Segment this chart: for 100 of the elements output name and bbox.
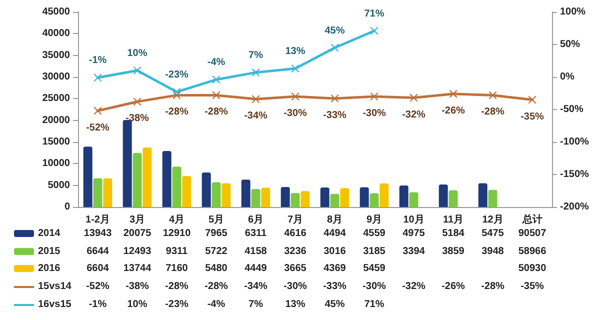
- x-tick-label: 9月: [366, 214, 382, 226]
- bar: [261, 188, 270, 207]
- legend-label: 2016: [38, 263, 60, 274]
- bar: [300, 191, 310, 207]
- bar: [380, 183, 389, 207]
- point: [410, 94, 418, 102]
- x-tick-label: 12月: [482, 214, 504, 226]
- data-label: 20075: [123, 228, 152, 239]
- y-tick-label: 10000: [42, 158, 70, 170]
- data-label: 13%: [285, 299, 306, 310]
- point: [291, 92, 300, 100]
- data-label: 3665: [284, 263, 306, 274]
- bar: [202, 172, 211, 207]
- bar: [360, 187, 369, 207]
- bar: [438, 184, 448, 207]
- data-label: 4559: [363, 228, 386, 239]
- y2-tick-label: 50%: [560, 39, 580, 50]
- y2-tick-label: -200%: [560, 202, 590, 212]
- x-tick-label: 11月: [442, 214, 464, 226]
- point: [212, 76, 220, 84]
- text: -35%: [520, 111, 544, 122]
- bar: [222, 183, 231, 207]
- bar: [122, 120, 132, 207]
- data-label: 5480: [205, 263, 228, 274]
- text: -30%: [284, 108, 307, 119]
- text: -4%: [207, 57, 226, 68]
- y-tick-label: 30000: [42, 72, 70, 82]
- data-label: -30%: [284, 281, 307, 292]
- data-label: 4975: [402, 228, 425, 239]
- data-label: 71%: [364, 299, 384, 310]
- data-label: 45%: [324, 299, 345, 310]
- bar: [132, 152, 142, 207]
- text: 7%: [248, 50, 263, 61]
- text: 71%: [364, 8, 384, 20]
- data-label: -38%: [126, 281, 149, 292]
- y2-tick-label: -50%: [560, 104, 584, 115]
- point: [370, 92, 378, 100]
- bar: [399, 185, 408, 207]
- data-label: -4%: [207, 299, 226, 310]
- data-label: -34%: [244, 281, 268, 292]
- text: 13%: [285, 46, 306, 58]
- bar: [93, 178, 102, 207]
- point: [212, 91, 220, 100]
- bar: [142, 147, 152, 207]
- data-label: 3948: [482, 246, 504, 257]
- point: [94, 106, 102, 115]
- x-tick-label: 1-2月: [86, 214, 110, 226]
- data-label: 5475: [482, 228, 504, 239]
- data-label: 3016: [324, 246, 346, 257]
- x-tick-label: 10月: [403, 214, 424, 226]
- data-label: -52%: [86, 281, 110, 292]
- point: [291, 64, 300, 73]
- point: [370, 26, 378, 35]
- data-label: -1%: [88, 299, 107, 310]
- x-tick-label: 3月: [129, 214, 146, 226]
- point: [133, 66, 142, 74]
- legend-label: 16vs15: [38, 299, 72, 310]
- data-label: 9311: [166, 246, 188, 257]
- y-tick-label: 20000: [42, 114, 70, 126]
- x-tick-label: 5月: [208, 214, 224, 226]
- bar: [162, 151, 172, 207]
- text: 90507: [518, 228, 546, 239]
- data-label: 6644: [86, 246, 109, 257]
- text: 58966: [518, 246, 546, 257]
- point: [133, 98, 142, 106]
- data-label: 3185: [363, 246, 386, 257]
- y-tick-label: 25000: [42, 93, 70, 104]
- data-label: 4494: [324, 228, 346, 239]
- point: [252, 68, 260, 76]
- bar: [212, 182, 221, 207]
- bar: [320, 188, 330, 207]
- point: [94, 74, 102, 82]
- text: -38%: [126, 113, 149, 124]
- data-label: 13943: [84, 228, 112, 239]
- data-label: 12910: [162, 228, 191, 239]
- bar: [172, 166, 182, 207]
- legend-label: 2015: [38, 246, 60, 257]
- data-label: 3394: [402, 246, 425, 257]
- y-tick-label: 15000: [42, 136, 70, 148]
- data-label: -33%: [323, 281, 346, 292]
- text: -28%: [204, 106, 228, 118]
- text: -26%: [442, 105, 465, 116]
- x-tick-label: 4月: [168, 214, 185, 226]
- data-label: 4158: [244, 246, 267, 257]
- bar: [409, 192, 418, 207]
- data-label: -28%: [165, 281, 188, 292]
- y-tick-label: 5000: [48, 180, 70, 191]
- data-label: 4449: [244, 263, 267, 274]
- data-label: 7%: [248, 299, 263, 310]
- text: -33%: [323, 110, 346, 121]
- point: [330, 44, 339, 52]
- x-tick-label: 6月: [248, 214, 264, 226]
- data-label: 4369: [324, 263, 346, 274]
- text: -28%: [165, 106, 188, 118]
- bar: [448, 190, 458, 207]
- data-label: -26%: [442, 281, 465, 292]
- data-label: 4616: [284, 228, 306, 239]
- text: -30%: [362, 108, 386, 119]
- data-label: 5184: [442, 228, 464, 239]
- data-label: 6604: [86, 263, 109, 274]
